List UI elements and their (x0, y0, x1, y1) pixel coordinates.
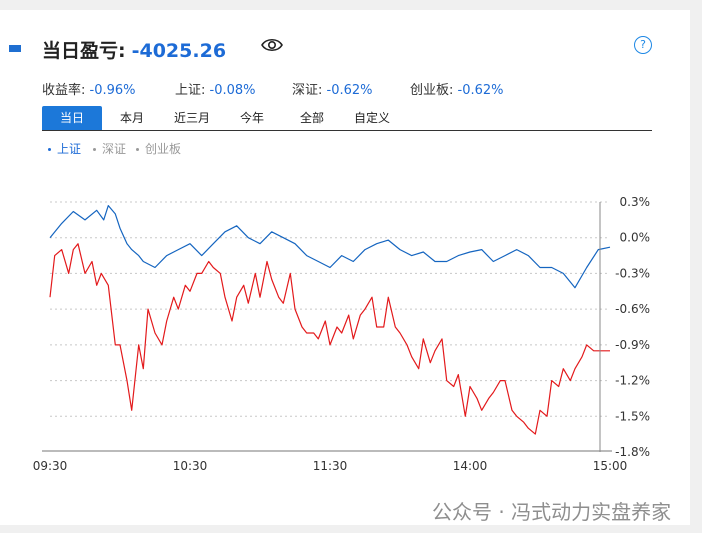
section-accent-bar (9, 45, 21, 52)
tab-today[interactable]: 当日 (42, 106, 102, 130)
tab-last-three-months[interactable]: 近三月 (173, 111, 210, 125)
legend-shenzhen[interactable]: 深证 (93, 140, 126, 157)
x-tick-label: 15:00 (593, 459, 628, 473)
x-tick-label: 14:00 (453, 459, 488, 473)
y-tick-label: 0.3% (620, 195, 651, 209)
stat-shanghai-value: -0.08% (209, 83, 256, 98)
legend-dot-icon (93, 148, 96, 151)
help-icon[interactable]: ? (634, 36, 652, 54)
y-tick-label: -1.2% (615, 374, 650, 388)
legend-dot-icon (48, 148, 51, 151)
legend-chinext-label: 创业板 (145, 142, 182, 156)
stat-shenzhen-label: 深证: (292, 83, 323, 98)
y-tick-label: -0.9% (615, 338, 650, 352)
tab-custom[interactable]: 自定义 (353, 111, 390, 125)
series-line (49, 243, 610, 435)
x-tick-label: 10:30 (173, 459, 208, 473)
y-tick-label: -1.8% (615, 445, 650, 459)
y-tick-label: -1.5% (615, 409, 650, 423)
series-line (49, 205, 611, 289)
stat-yield: 收益率: -0.96% (42, 79, 136, 98)
daily-pnl-value: -4025.26 (131, 40, 227, 62)
legend-chinext[interactable]: 创业板 (136, 140, 181, 157)
legend-dot-icon (136, 148, 139, 151)
eye-icon[interactable] (261, 37, 283, 53)
stat-chinext: 创业板: -0.62% (410, 79, 504, 98)
watermark-text: 公众号 · 冯式动力实盘养家 (432, 500, 672, 524)
stat-shenzhen: 深证: -0.62% (292, 79, 373, 98)
legend-shanghai-label: 上证 (57, 142, 82, 156)
x-tick-label: 09:30 (33, 459, 68, 473)
y-tick-label: -0.3% (615, 266, 650, 280)
period-tabs: 当日 本月 近三月 今年 全部 自定义 (42, 106, 652, 131)
tab-this-month[interactable]: 本月 (119, 111, 144, 125)
tab-this-year[interactable]: 今年 (239, 111, 264, 125)
stat-chinext-value: -0.62% (457, 83, 504, 98)
stat-yield-value: -0.96% (89, 83, 136, 98)
stat-yield-label: 收益率: (42, 83, 86, 98)
stat-shanghai-label: 上证: (175, 83, 206, 98)
profit-card (0, 10, 690, 525)
y-tick-label: -0.6% (615, 302, 650, 316)
daily-pnl-label: 当日盈亏: (42, 40, 126, 62)
x-tick-label: 11:30 (313, 459, 348, 473)
stat-shanghai: 上证: -0.08% (175, 79, 256, 98)
daily-pnl-title: 当日盈亏: -4025.26 (42, 36, 226, 63)
tab-all[interactable]: 全部 (299, 111, 324, 125)
legend-shenzhen-label: 深证 (102, 142, 127, 156)
stat-chinext-label: 创业板: (410, 83, 454, 98)
stat-shenzhen-value: -0.62% (326, 83, 373, 98)
legend-shanghai[interactable]: 上证 (48, 140, 81, 157)
y-tick-label: 0.0% (620, 231, 651, 245)
